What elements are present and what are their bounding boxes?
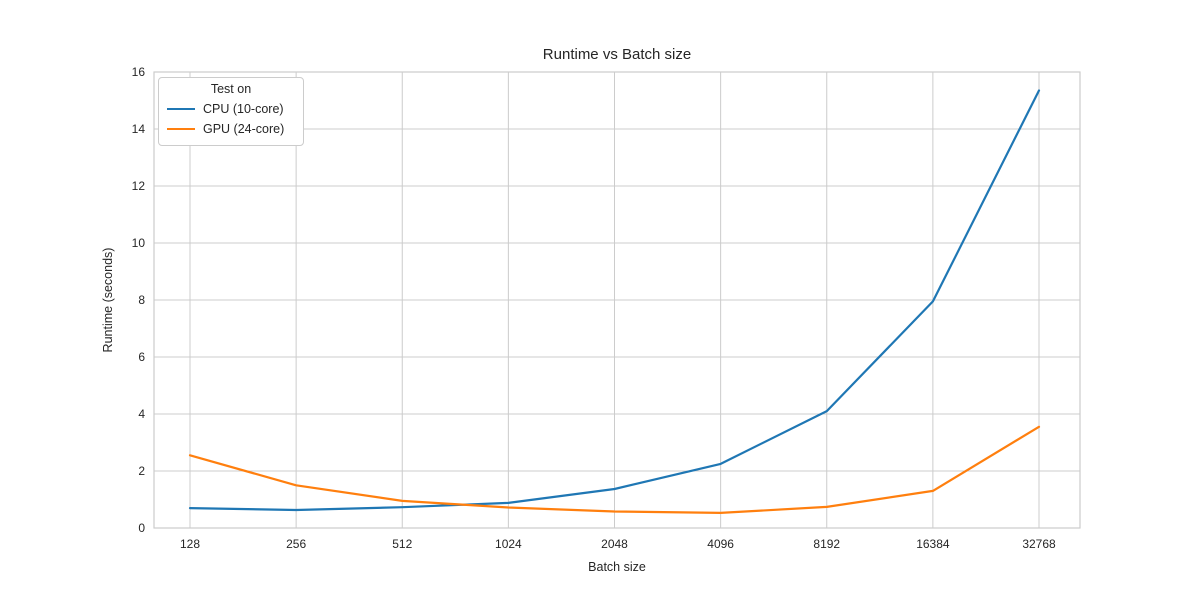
y-tick-label: 14 xyxy=(132,122,146,136)
series-line-cpu xyxy=(188,89,1041,512)
x-tick-label: 2048 xyxy=(601,537,628,551)
legend-label-cpu: CPU (10-core) xyxy=(203,102,284,116)
x-tick-label: 16384 xyxy=(916,537,950,551)
y-tick-label: 16 xyxy=(132,65,146,79)
legend-title: Test on xyxy=(210,82,252,96)
y-tick-label: 8 xyxy=(138,293,145,307)
series-line-gpu xyxy=(188,425,1041,515)
legend-label-gpu: GPU (24-core) xyxy=(203,122,285,136)
y-tick-label: 10 xyxy=(132,236,146,250)
y-axis-label: Runtime (seconds) xyxy=(101,247,115,353)
y-tick-label: 2 xyxy=(138,464,145,478)
y-tick-label: 12 xyxy=(132,179,146,193)
x-tick-label: 256 xyxy=(286,537,306,551)
x-tick-label: 128 xyxy=(180,537,200,551)
y-tick-label: 6 xyxy=(138,350,145,364)
legend: Test on CPU (10-core) GPU (24-core) xyxy=(158,77,304,146)
plot-border xyxy=(153,71,1081,529)
y-tick-label: 0 xyxy=(138,521,145,535)
y-tick-label: 4 xyxy=(138,407,145,421)
x-tick-label: 1024 xyxy=(495,537,522,551)
x-tick-label: 512 xyxy=(392,537,412,551)
chart-title: Runtime vs Batch size xyxy=(542,46,692,63)
x-axis-label: Batch size xyxy=(588,560,646,574)
legend-entry-gpu: GPU (24-core) xyxy=(167,119,295,139)
x-tick-label: 8192 xyxy=(813,537,840,551)
x-tick-label: 32768 xyxy=(1022,537,1056,551)
cpu-line-swatch xyxy=(167,107,195,111)
gpu-line-swatch xyxy=(167,127,195,131)
legend-entry-cpu: CPU (10-core) xyxy=(167,99,295,119)
x-tick-label: 4096 xyxy=(707,537,734,551)
